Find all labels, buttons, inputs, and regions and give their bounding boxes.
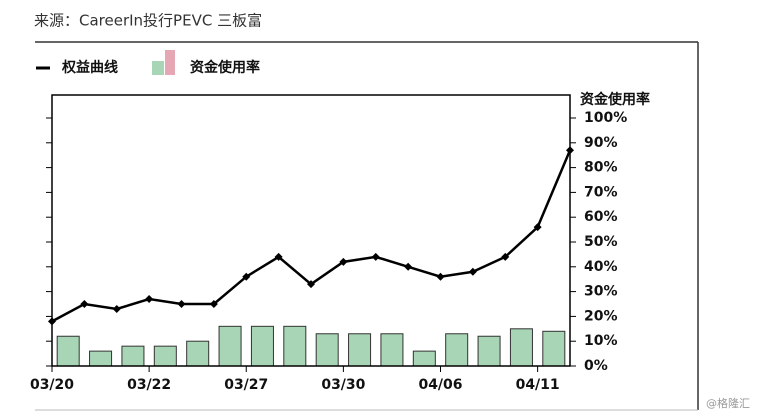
bar: [250, 325, 274, 367]
marker: [209, 300, 218, 308]
bar: [380, 333, 404, 367]
y2-tick-label: 90%: [584, 135, 618, 151]
bar: [56, 335, 80, 367]
bar: [121, 345, 145, 367]
y2-tick-label: 80%: [584, 160, 618, 176]
bar: [315, 333, 339, 367]
bar: [477, 335, 501, 367]
y2-tick-label: 30%: [584, 284, 618, 300]
bar: [283, 325, 307, 367]
bar: [509, 328, 533, 367]
x-tick-label: 03/22: [127, 377, 171, 393]
marker: [145, 295, 154, 304]
legend-label: 资金使用率: [190, 59, 260, 76]
marker: [566, 146, 574, 155]
bar: [89, 350, 113, 367]
x-tick-label: 03/27: [224, 377, 268, 393]
bar: [542, 330, 566, 367]
bar: [412, 350, 436, 367]
y2-tick-label: 50%: [584, 234, 618, 250]
marker: [307, 280, 315, 289]
marker: [48, 317, 56, 326]
marker: [242, 272, 251, 281]
bar: [348, 333, 372, 367]
legend-label: 权益曲线: [61, 59, 118, 76]
marker: [436, 272, 445, 281]
marker: [80, 300, 89, 308]
y2-tick-label: 40%: [584, 259, 618, 275]
legend-swatch: [152, 61, 164, 75]
bar: [186, 340, 210, 367]
y2-tick-label: 70%: [584, 184, 618, 200]
marker: [371, 252, 380, 261]
marker: [468, 267, 477, 276]
y2-tick-label: 60%: [584, 209, 618, 225]
plot-frame: [51, 94, 571, 367]
y2-axis-title: 资金使用率: [580, 91, 650, 108]
marker: [501, 252, 510, 261]
line: [51, 149, 572, 323]
watermark: @格隆汇: [706, 396, 750, 410]
bar: [218, 325, 242, 367]
marker: [533, 223, 542, 232]
marker: [339, 257, 348, 266]
y2-tick-label: 10%: [584, 333, 618, 349]
y2-tick-label: 20%: [584, 308, 618, 324]
source: 来源：CareerIn投行PEVC 三板富: [34, 12, 262, 30]
bar: [153, 345, 177, 367]
x-tick-label: 04/11: [516, 377, 560, 393]
x-tick-label: 03/20: [30, 377, 74, 393]
marker: [177, 300, 186, 308]
y2-tick-label: 100%: [584, 110, 627, 126]
marker: [404, 262, 413, 271]
y2-tick-label: 0%: [584, 358, 608, 374]
legend-swatch: [165, 50, 175, 75]
marker: [274, 252, 283, 261]
marker: [112, 304, 121, 313]
x-tick-label: 04/06: [418, 377, 462, 393]
x-tick-label: 03/30: [321, 377, 365, 393]
bar: [445, 333, 469, 367]
